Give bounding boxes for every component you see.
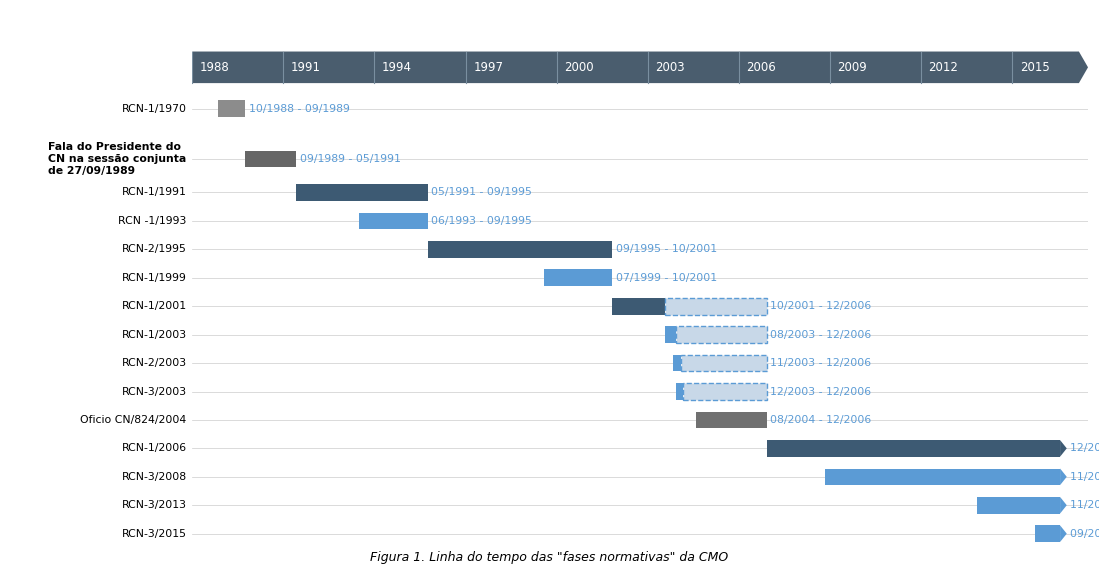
Text: RCN-1/2006: RCN-1/2006 — [121, 443, 187, 453]
Text: 11/2008 - atual: 11/2008 - atual — [1070, 472, 1099, 482]
Text: 10/2001 - 12/2006: 10/2001 - 12/2006 — [770, 301, 872, 311]
Polygon shape — [1061, 440, 1067, 457]
Bar — [696, 412, 767, 428]
Text: 2009: 2009 — [837, 61, 867, 74]
Text: 09/1995 - 10/2001: 09/1995 - 10/2001 — [615, 245, 717, 254]
Bar — [296, 184, 428, 201]
Text: 2003: 2003 — [655, 61, 685, 74]
Text: RCN-3/2008: RCN-3/2008 — [121, 472, 187, 482]
Text: RCN-1/2001: RCN-1/2001 — [121, 301, 187, 311]
Text: RCN-1/1999: RCN-1/1999 — [122, 273, 187, 283]
Text: 12/2003 - 12/2006: 12/2003 - 12/2006 — [770, 386, 872, 397]
Text: RCN-2/1995: RCN-2/1995 — [122, 245, 187, 254]
Text: 12/2006 - atual: 12/2006 - atual — [1070, 443, 1099, 453]
Text: 05/1991 - 09/1995: 05/1991 - 09/1995 — [431, 188, 532, 197]
Text: 1991: 1991 — [291, 61, 321, 74]
Text: RCN-3/2013: RCN-3/2013 — [122, 500, 187, 510]
Text: 2012: 2012 — [929, 61, 958, 74]
Text: Fala do Presidente do
CN na sessão conjunta
de 27/09/1989: Fala do Presidente do CN na sessão conju… — [48, 141, 187, 176]
Bar — [680, 355, 767, 372]
Text: 2000: 2000 — [564, 61, 593, 74]
Bar — [544, 270, 612, 286]
Text: 1988: 1988 — [200, 61, 230, 74]
Text: RCN-3/2003: RCN-3/2003 — [121, 386, 187, 397]
Text: Figura 1. Linha do tempo das "fases normativas" da CMO: Figura 1. Linha do tempo das "fases norm… — [370, 551, 729, 564]
Text: RCN-1/1970: RCN-1/1970 — [122, 104, 187, 114]
Text: 2015: 2015 — [1020, 61, 1050, 74]
Bar — [825, 469, 1061, 485]
Text: RCN-1/1991: RCN-1/1991 — [122, 188, 187, 197]
Bar — [977, 497, 1061, 514]
Bar — [666, 327, 676, 343]
Polygon shape — [1061, 497, 1067, 514]
Text: 1997: 1997 — [474, 61, 503, 74]
Text: 10/1988 - 09/1989: 10/1988 - 09/1989 — [249, 104, 349, 114]
Bar — [684, 383, 767, 400]
Bar — [767, 440, 1061, 457]
Text: RCN-2/2003: RCN-2/2003 — [121, 358, 187, 368]
Text: RCN-3/2015: RCN-3/2015 — [122, 528, 187, 539]
Bar — [245, 150, 296, 167]
Text: 06/1993 - 09/1995: 06/1993 - 09/1995 — [431, 216, 532, 226]
Bar — [666, 298, 767, 315]
Bar — [1035, 526, 1061, 542]
Polygon shape — [1061, 469, 1067, 485]
Bar — [676, 327, 767, 343]
Polygon shape — [192, 51, 1088, 83]
Text: 07/1999 - 10/2001: 07/1999 - 10/2001 — [615, 273, 717, 283]
Bar — [673, 355, 680, 372]
Bar — [218, 100, 245, 117]
Bar — [612, 298, 666, 315]
Text: Oficio CN/824/2004: Oficio CN/824/2004 — [80, 415, 187, 425]
Text: 1994: 1994 — [382, 61, 412, 74]
Text: 09/1989 - 05/1991: 09/1989 - 05/1991 — [300, 154, 401, 164]
Text: RCN -1/1993: RCN -1/1993 — [119, 216, 187, 226]
Bar — [428, 241, 612, 258]
Bar — [359, 213, 428, 229]
Bar — [676, 383, 684, 400]
Text: 11/2003 - 12/2006: 11/2003 - 12/2006 — [770, 358, 872, 368]
Text: 2006: 2006 — [746, 61, 776, 74]
Text: 08/2003 - 12/2006: 08/2003 - 12/2006 — [770, 329, 872, 340]
Text: 09/2015 - atual: 09/2015 - atual — [1070, 528, 1099, 539]
Polygon shape — [1061, 526, 1067, 542]
Text: RCN-1/2003: RCN-1/2003 — [121, 329, 187, 340]
Text: 11/2013 - atual: 11/2013 - atual — [1070, 500, 1099, 510]
Text: 08/2004 - 12/2006: 08/2004 - 12/2006 — [770, 415, 872, 425]
